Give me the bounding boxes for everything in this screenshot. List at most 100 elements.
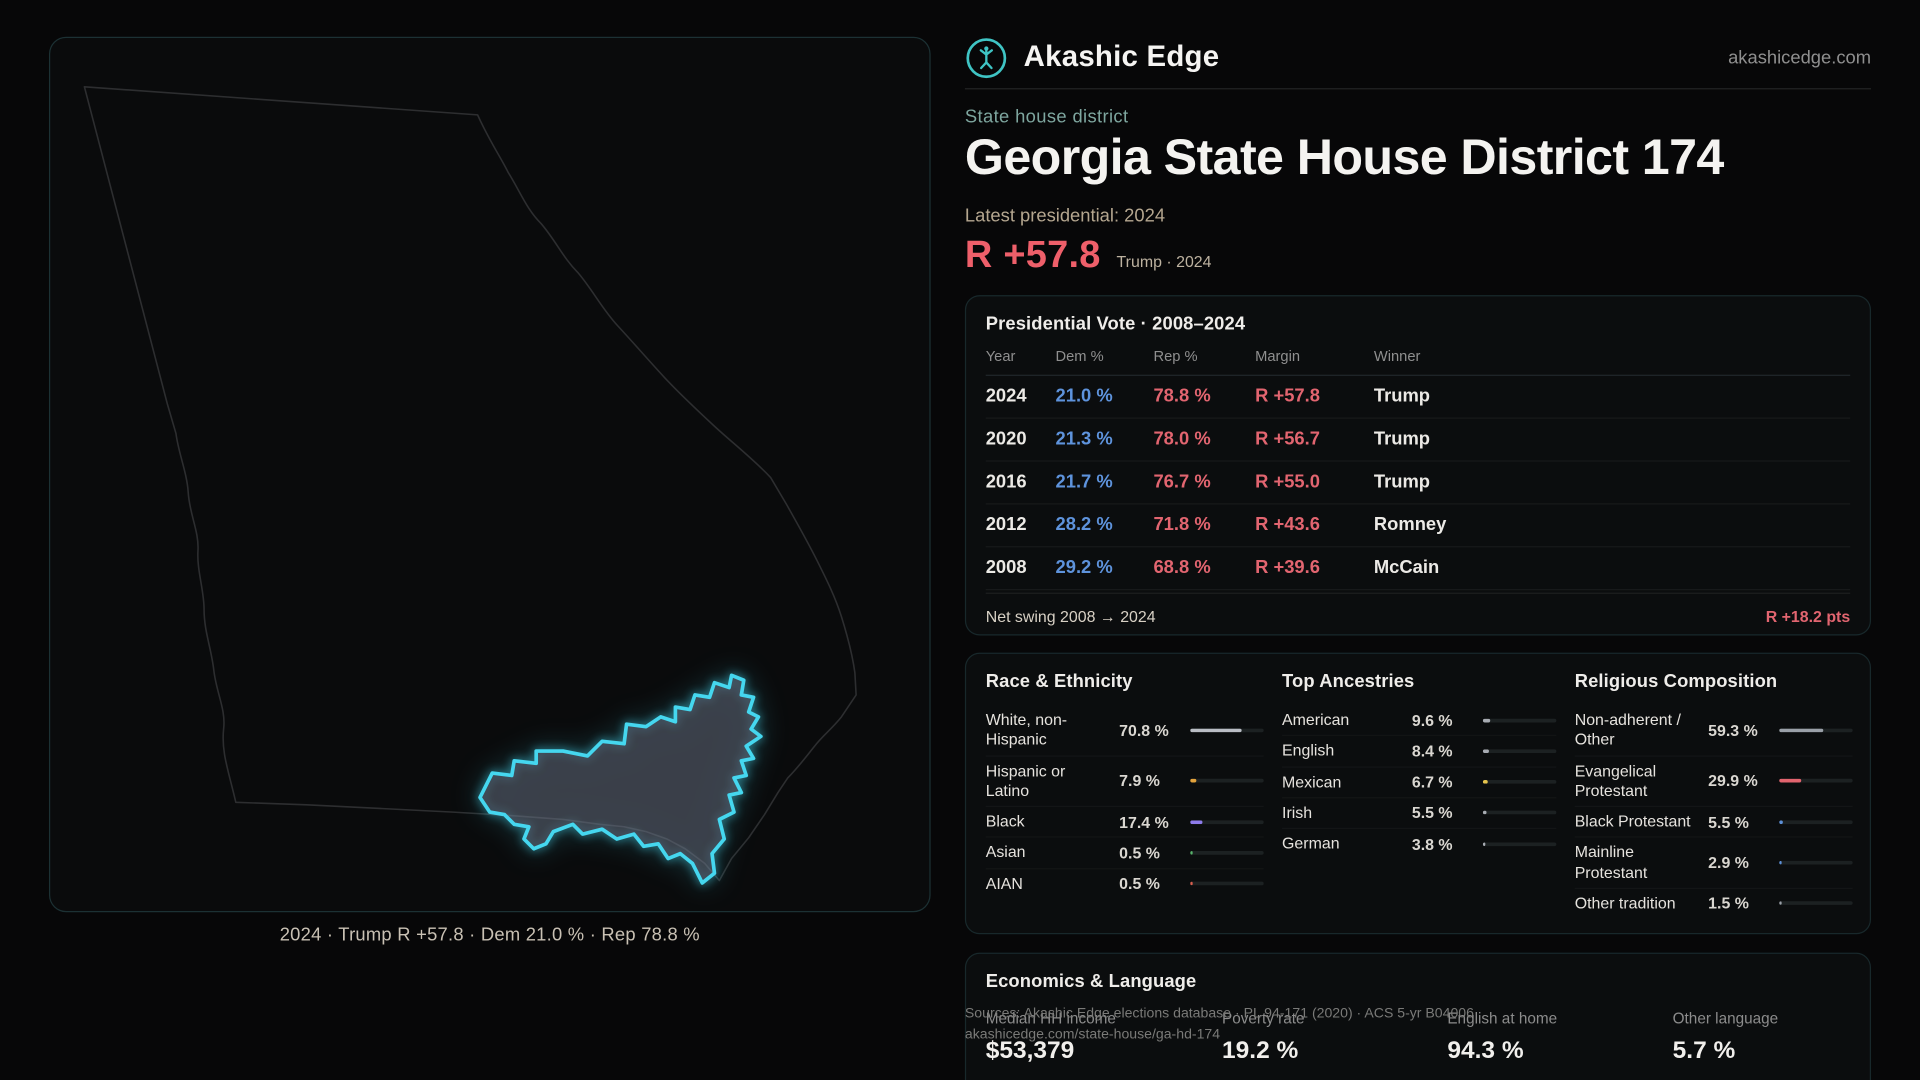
margin-context: Trump · 2024 bbox=[1116, 252, 1212, 271]
margin-cell: R +55.0 bbox=[1255, 471, 1320, 493]
economics-stats: Median HH income $53,379 Poverty rate 19… bbox=[986, 1010, 1850, 1066]
demo-row: Mexican 6.7 % bbox=[1282, 767, 1557, 798]
dem-cell: 21.7 % bbox=[1055, 471, 1113, 493]
source-line: Sources: Akashic Edge elections database… bbox=[964, 1006, 1474, 1022]
map-panel bbox=[48, 36, 931, 913]
vote-row: 2012 28.2 % 71.8 % R +43.6 Romney bbox=[985, 504, 1851, 548]
net-swing-label: Net swing 2008 → 2024 bbox=[985, 607, 1156, 626]
source-note: Sources: Akashic Edge elections database… bbox=[965, 1004, 1474, 1046]
net-swing-value: R +18.2 pts bbox=[1765, 607, 1851, 626]
ancestries-section: Top Ancestries American 9.6 % English 8.… bbox=[1282, 671, 1557, 918]
rep-cell: 68.8 % bbox=[1153, 557, 1211, 578]
demographics-card: Race & Ethnicity White, non-Hispanic 70.… bbox=[964, 652, 1872, 935]
mini-bar bbox=[1779, 728, 1853, 732]
vote-card-title: Presidential Vote · 2008–2024 bbox=[985, 313, 1246, 335]
demo-row: German 3.8 % bbox=[1282, 829, 1557, 859]
georgia-map[interactable] bbox=[50, 38, 929, 911]
rep-cell: 78.0 % bbox=[1153, 428, 1211, 450]
mini-bar bbox=[1190, 850, 1264, 855]
header-divider bbox=[964, 88, 1872, 90]
akashic-edge-logo-icon bbox=[965, 36, 1008, 79]
demo-row: Non-adherent / Other 59.3 % bbox=[1575, 705, 1853, 756]
presidential-vote-card: Presidential Vote · 2008–2024 Year Dem %… bbox=[964, 295, 1872, 636]
year-cell: 2008 bbox=[985, 557, 1027, 578]
religion-title: Religious Composition bbox=[1574, 671, 1778, 692]
rep-cell: 71.8 % bbox=[1153, 514, 1211, 536]
vote-header-row: Year Dem % Rep % Margin Winner bbox=[985, 347, 1851, 376]
dem-cell: 29.2 % bbox=[1055, 557, 1113, 578]
vote-row: 2016 21.7 % 76.7 % R +55.0 Trump bbox=[985, 462, 1851, 505]
mini-bar bbox=[1482, 718, 1557, 722]
demo-row: English 8.4 % bbox=[1282, 736, 1557, 767]
mini-bar bbox=[1482, 749, 1557, 753]
margin-cell: R +56.7 bbox=[1255, 428, 1320, 450]
mini-bar bbox=[1482, 811, 1557, 815]
header: Akashic Edge akashicedge.com bbox=[965, 34, 1871, 81]
mini-bar bbox=[1190, 728, 1264, 732]
demo-row: Black Protestant 5.5 % bbox=[1575, 807, 1853, 838]
race-ethnicity-title: Race & Ethnicity bbox=[985, 671, 1133, 692]
brand-name: Akashic Edge bbox=[1023, 40, 1220, 74]
source-url: akashicedge.com/state-house/ga-hd-174 bbox=[964, 1027, 1221, 1043]
stat-other-language: Other language 5.7 % bbox=[1672, 1010, 1779, 1065]
demo-row: Asian 0.5 % bbox=[986, 838, 1264, 869]
mini-bar bbox=[1779, 779, 1853, 783]
mini-bar bbox=[1779, 860, 1853, 865]
demo-row: American 9.6 % bbox=[1282, 705, 1557, 736]
year-cell: 2024 bbox=[985, 385, 1027, 407]
stat-english-at-home: English at home 94.3 % bbox=[1447, 1010, 1558, 1065]
winner-cell: Trump bbox=[1373, 385, 1431, 407]
demo-row: White, non-Hispanic 70.8 % bbox=[986, 705, 1264, 756]
col-rep: Rep % bbox=[1153, 347, 1198, 365]
winner-cell: Trump bbox=[1373, 428, 1431, 450]
detail-column: Akashic Edge akashicedge.com State house… bbox=[964, 0, 1872, 1080]
demo-row: Hispanic or Latino 7.9 % bbox=[986, 756, 1264, 807]
winner-cell: Romney bbox=[1373, 514, 1447, 536]
demo-row: Black 17.4 % bbox=[986, 807, 1264, 838]
stat-median-income: Median HH income $53,379 bbox=[985, 1010, 1116, 1065]
rep-cell: 76.7 % bbox=[1153, 471, 1211, 493]
district-174-shape[interactable] bbox=[478, 673, 763, 885]
religion-section: Religious Composition Non-adherent / Oth… bbox=[1575, 671, 1853, 918]
dem-cell: 21.3 % bbox=[1055, 428, 1113, 450]
brand-domain-link[interactable]: akashicedge.com bbox=[1728, 47, 1872, 68]
year-cell: 2020 bbox=[985, 428, 1027, 450]
map-caption: 2024 · Trump R +57.8 · Dem 21.0 % · Rep … bbox=[279, 924, 700, 946]
demo-row: Evangelical Protestant 29.9 % bbox=[1575, 756, 1853, 807]
headline-margin: R +57.8 Trump · 2024 bbox=[965, 233, 1212, 277]
dem-cell: 28.2 % bbox=[1055, 514, 1113, 536]
mini-bar bbox=[1482, 780, 1557, 784]
margin-value: R +57.8 bbox=[964, 232, 1101, 276]
year-cell: 2016 bbox=[985, 471, 1027, 493]
col-dem: Dem % bbox=[1055, 347, 1104, 365]
margin-cell: R +39.6 bbox=[1255, 557, 1320, 578]
winner-cell: Trump bbox=[1373, 471, 1431, 493]
georgia-state-outline bbox=[83, 86, 857, 882]
mini-bar bbox=[1190, 881, 1264, 886]
economics-card: Economics & Language Median HH income $5… bbox=[964, 952, 1872, 1080]
demo-row: Mainline Protestant 2.9 % bbox=[1575, 838, 1853, 889]
economics-title: Economics & Language bbox=[985, 971, 1197, 992]
demo-row: AIAN 0.5 % bbox=[986, 869, 1264, 899]
district-type-kicker: State house district bbox=[964, 106, 1129, 128]
vote-row: 2008 29.2 % 68.8 % R +39.6 McCain bbox=[985, 547, 1851, 591]
mini-bar bbox=[1190, 779, 1264, 783]
mini-bar bbox=[1779, 901, 1853, 906]
mini-bar bbox=[1779, 819, 1853, 824]
vote-row: 2024 21.0 % 78.8 % R +57.8 Trump bbox=[985, 376, 1851, 419]
demo-row: Irish 5.5 % bbox=[1282, 798, 1557, 829]
margin-cell: R +43.6 bbox=[1255, 514, 1320, 536]
winner-cell: McCain bbox=[1373, 557, 1440, 578]
mini-bar bbox=[1482, 841, 1557, 846]
col-winner: Winner bbox=[1373, 347, 1421, 365]
col-margin: Margin bbox=[1255, 347, 1301, 365]
stat-poverty-rate: Poverty rate 19.2 % bbox=[1222, 1010, 1305, 1065]
ancestries-title: Top Ancestries bbox=[1282, 671, 1415, 692]
race-ethnicity-section: Race & Ethnicity White, non-Hispanic 70.… bbox=[986, 671, 1264, 918]
year-cell: 2012 bbox=[985, 514, 1027, 536]
dem-cell: 21.0 % bbox=[1055, 385, 1113, 407]
net-swing-row: Net swing 2008 → 2024 R +18.2 pts bbox=[985, 592, 1851, 626]
margin-cell: R +57.8 bbox=[1255, 385, 1320, 407]
demo-row: Other tradition 1.5 % bbox=[1575, 889, 1853, 919]
